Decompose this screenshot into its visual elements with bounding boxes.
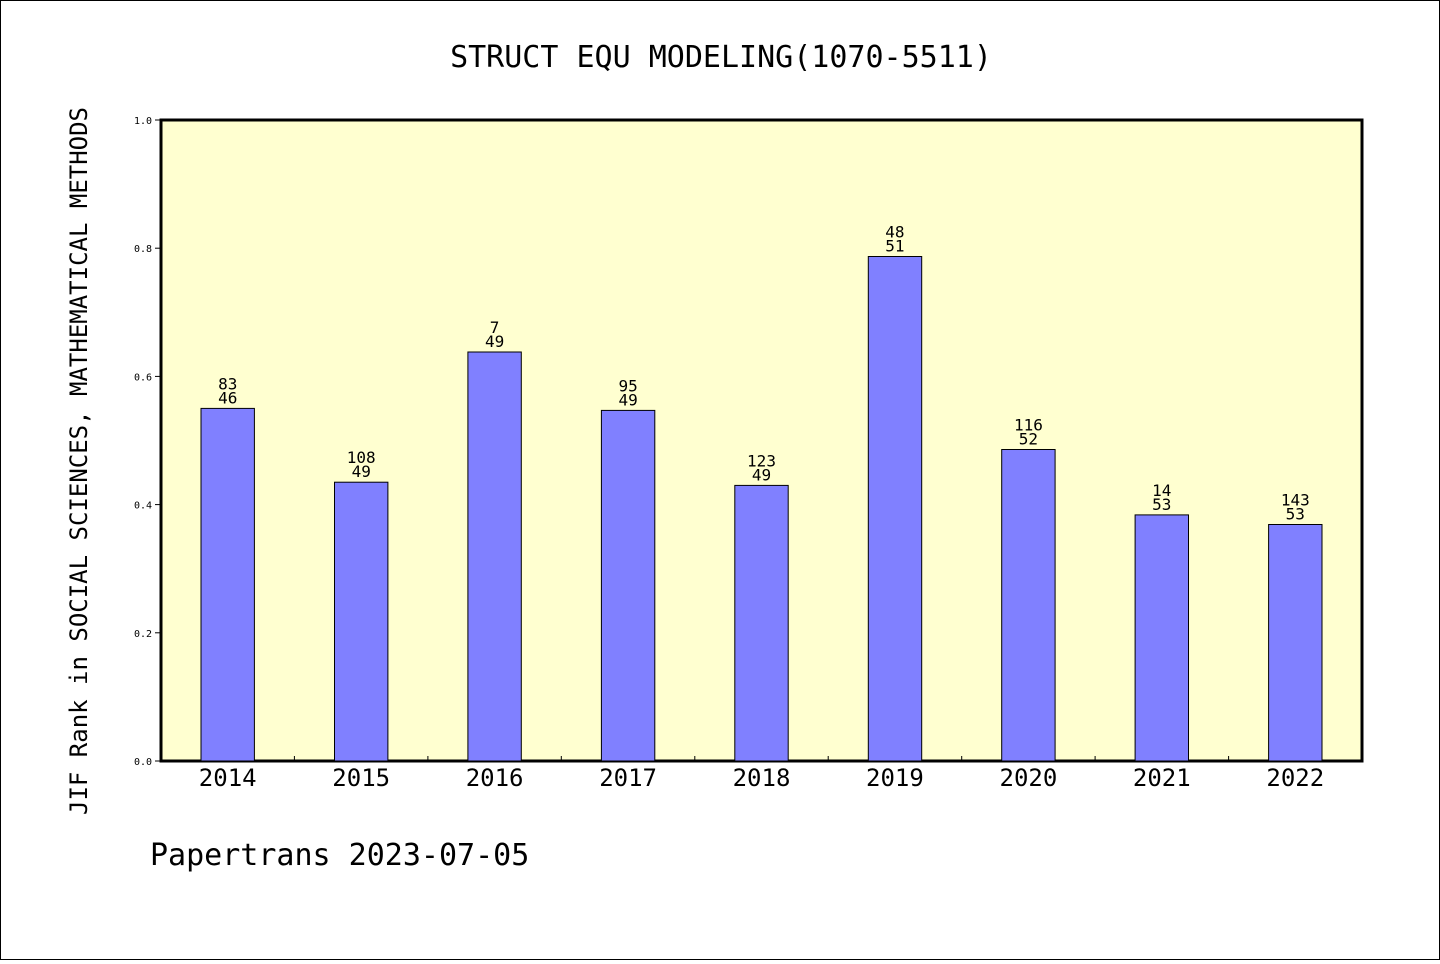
bar-label-bottom-2022: 53	[1286, 505, 1305, 524]
bar-label-top-2017: 95	[618, 376, 637, 395]
bar-2018	[734, 484, 789, 762]
x-tick-label-2019: 2019	[866, 764, 924, 792]
x-tick-label-2022: 2022	[1266, 764, 1324, 792]
x-tick-label-2015: 2015	[332, 764, 390, 792]
bar-label-top-2014: 83	[218, 374, 237, 393]
bar-label-top-2018: 123	[747, 451, 776, 470]
bar-2014	[200, 407, 255, 762]
y-tick-label-0.2: 0.2	[134, 629, 152, 640]
x-tick-label-2021: 2021	[1133, 764, 1191, 792]
x-tick-label-2020: 2020	[1000, 764, 1058, 792]
axis-layer: 2014 2015 2016 2017 2018 2019 2020 2021 2022 0.0 0…	[134, 116, 1324, 792]
bar-2020	[1001, 449, 1056, 762]
x-tick-label-2018: 2018	[733, 764, 791, 792]
bar-label-bottom-2017: 49	[618, 390, 637, 409]
bar-label-bottom-2018: 49	[752, 465, 771, 484]
x-tick-label-2017: 2017	[599, 764, 657, 792]
bar-label-top-2022: 143	[1281, 491, 1310, 510]
bar-2017	[600, 409, 656, 762]
bar-2022	[1268, 524, 1323, 762]
bar-2021	[1134, 514, 1189, 762]
bar-label-top-2016: 7	[490, 318, 500, 337]
bar-label-top-2019: 48	[885, 223, 904, 242]
bar-label-bottom-2016: 49	[485, 332, 504, 351]
bar-label-top-2021: 14	[1152, 481, 1171, 500]
footer-credit: Papertrans 2023-07-05	[150, 838, 529, 873]
y-axis-label: JIF Rank in SOCIAL SCIENCES, MATHEMATICA…	[65, 107, 93, 815]
y-tick-label-0.8: 0.8	[134, 244, 152, 255]
bar-label-bottom-2019: 51	[885, 237, 904, 256]
bar-2019	[867, 256, 923, 762]
bar-label-top-2020: 116	[1014, 416, 1043, 435]
x-tick-label-2014: 2014	[199, 764, 257, 792]
y-tick-label-0.0: 0.0	[134, 757, 152, 768]
y-tick-label-0.6: 0.6	[134, 372, 152, 383]
bar-label-bottom-2021: 53	[1152, 495, 1171, 514]
y-tick-label-1.0: 1.0	[134, 116, 152, 127]
y-tick-label-0.4: 0.4	[134, 501, 152, 512]
bar-2016	[467, 351, 522, 762]
x-tick-label-2016: 2016	[466, 764, 524, 792]
bar-label-top-2015: 108	[347, 448, 376, 467]
chart-title: STRUCT EQU MODELING(1070-5511)	[450, 40, 992, 75]
bar-label-bottom-2014: 46	[218, 388, 237, 407]
bar-label-bottom-2015: 49	[352, 462, 371, 481]
bar-2015	[334, 481, 389, 762]
bar-label-bottom-2020: 52	[1019, 430, 1038, 449]
